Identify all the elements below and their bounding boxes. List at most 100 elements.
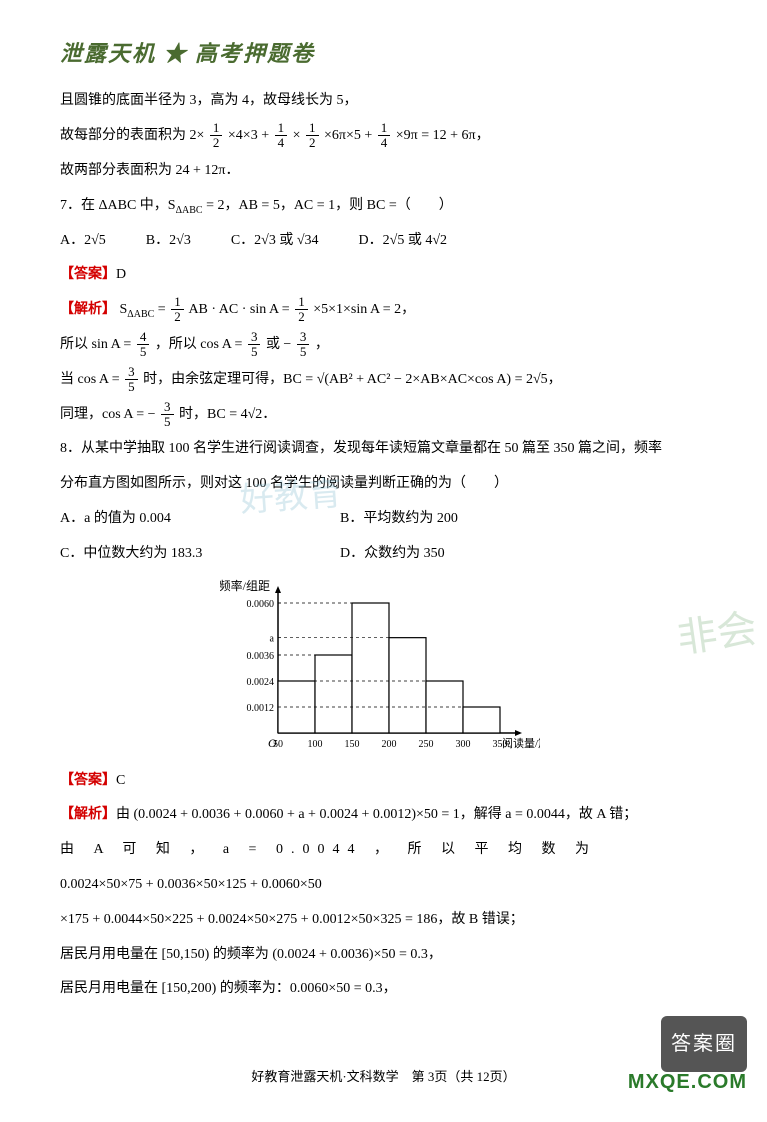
t: 当 cos A = <box>60 372 123 387</box>
frac-1-2d: 12 <box>295 295 308 325</box>
d: 5 <box>161 415 174 429</box>
histogram-svg: 频率/组距0.00120.00240.0036a0.00605010015020… <box>220 578 540 758</box>
frac-1-2b: 12 <box>306 121 319 151</box>
q7-opt-a: A．2√5 <box>60 226 106 257</box>
q8-opt-b: B．平均数约为 200 <box>340 504 458 535</box>
t: 所以 sin A = <box>60 337 135 352</box>
header-text: 泄露天机 ★ 高考押题卷 <box>60 41 315 66</box>
svg-text:0.0012: 0.0012 <box>247 703 275 714</box>
q8-explain-b1: 由 A 可 知 ， a = 0.0044 ， 所 以 平 均 数 为 <box>60 835 707 866</box>
svg-text:O: O <box>268 736 277 750</box>
sub: ΔABC <box>176 205 203 216</box>
t: ×4×3 + <box>228 128 273 143</box>
n: 1 <box>210 121 223 136</box>
d: 2 <box>171 310 184 324</box>
n: 1 <box>378 121 391 136</box>
q7-opt-d: D．2√5 或 4√2 <box>359 226 447 257</box>
t: 时，由余弦定理可得，BC = √(AB² + AC² − 2×AB×AC×cos… <box>143 372 562 387</box>
q8-explain-a: 【解析】由 (0.0024 + 0.0036 + 0.0060 + a + 0.… <box>60 800 707 831</box>
svg-text:频率/组距: 频率/组距 <box>220 578 270 593</box>
t: ， <box>315 337 329 352</box>
svg-text:0.0024: 0.0024 <box>247 677 275 688</box>
t: ，所以 cos A = <box>155 337 246 352</box>
d: 5 <box>297 345 310 359</box>
cone-line-2: 故每部分的表面积为 2× 12 ×4×3 + 14 × 12 ×6π×5 + 1… <box>60 121 707 152</box>
svg-text:0.0060: 0.0060 <box>247 599 275 610</box>
t: 故每部分的表面积为 2× <box>60 128 204 143</box>
header-banner: 泄露天机 ★ 高考押题卷 <box>60 30 707 78</box>
n: 4 <box>137 330 150 345</box>
site-watermark: MXQE.COM <box>628 1060 747 1104</box>
d: 2 <box>210 136 223 150</box>
q7-opt-c: C．2√3 或 √34 <box>231 226 319 257</box>
svg-text:100: 100 <box>308 739 323 750</box>
n: 1 <box>306 121 319 136</box>
frac-1-4b: 14 <box>378 121 391 151</box>
frac-3-5a: 35 <box>248 330 261 360</box>
q8-stem-1: 8．从某中学抽取 100 名学生进行阅读调查，发现每年读短篇文章量都在 50 篇… <box>60 434 707 465</box>
svg-text:阅读量/篇: 阅读量/篇 <box>502 736 540 750</box>
ans: C <box>116 773 125 788</box>
svg-text:150: 150 <box>345 739 360 750</box>
n: 1 <box>275 121 288 136</box>
q8-explain-b3: ×175 + 0.0044×50×225 + 0.0024×50×275 + 0… <box>60 905 707 936</box>
frac-4-5: 45 <box>137 330 150 360</box>
q7-stem: 7．在 ΔABC 中，SΔABC = 2，AB = 5，AC = 1，则 BC … <box>60 191 707 222</box>
t: 同理，cos A = − <box>60 407 156 422</box>
t: ×6π×5 + <box>324 128 376 143</box>
histogram-chart: 频率/组距0.00120.00240.0036a0.00605010015020… <box>220 578 540 758</box>
q8-explain-b2: 0.0024×50×75 + 0.0036×50×125 + 0.0060×50 <box>60 870 707 901</box>
d: 5 <box>125 380 138 394</box>
cone-line-1: 且圆锥的底面半径为 3，高为 4，故母线长为 5， <box>60 86 707 117</box>
svg-text:0.0036: 0.0036 <box>247 651 275 662</box>
d: 2 <box>295 310 308 324</box>
t: 时，BC = 4√2． <box>179 407 276 422</box>
cone-line-3: 故两部分表面积为 24 + 12π． <box>60 156 707 187</box>
t: ×5×1×sin A = 2， <box>313 302 415 317</box>
t: = 2，AB = 5，AC = 1，则 BC =（ ） <box>203 198 453 213</box>
frac-3-5d: 35 <box>161 400 174 430</box>
q8-explain-c: 居民月用电量在 [50,150) 的频率为 (0.0024 + 0.0036)×… <box>60 940 707 971</box>
watermark-right: 非会 <box>671 585 762 683</box>
q8-opt-d: D．众数约为 350 <box>340 539 445 570</box>
q7-opt-b: B．2√3 <box>146 226 191 257</box>
svg-text:250: 250 <box>419 739 434 750</box>
q8-options-row2: C．中位数大约为 183.3 D．众数约为 350 <box>60 539 707 570</box>
d: 4 <box>378 136 391 150</box>
d: 5 <box>137 345 150 359</box>
q8-opt-c: C．中位数大约为 183.3 <box>60 539 340 570</box>
frac-1-2c: 12 <box>171 295 184 325</box>
t: = <box>154 302 169 317</box>
t: ×9π = 12 + 6π， <box>396 128 490 143</box>
q8-stem-2: 分布直方图如图所示，则对这 100 名学生的阅读量判断正确的为（ ） <box>60 469 707 500</box>
frac-1-2: 12 <box>210 121 223 151</box>
sub: ΔABC <box>127 309 154 320</box>
answer-label: 【答案】 <box>60 773 116 788</box>
frac-3-5c: 35 <box>125 365 138 395</box>
q8-answer: 【答案】C <box>60 766 707 797</box>
q7-options: A．2√5 B．2√3 C．2√3 或 √34 D．2√5 或 4√2 <box>60 226 707 257</box>
frac-3-5b: 35 <box>297 330 310 360</box>
frac-1-4: 14 <box>275 121 288 151</box>
n: 3 <box>161 400 174 415</box>
t: 由 (0.0024 + 0.0036 + 0.0060 + a + 0.0024… <box>116 807 637 822</box>
ans: D <box>116 267 126 282</box>
q7-answer: 【答案】D <box>60 260 707 291</box>
svg-text:300: 300 <box>456 739 471 750</box>
t: AB · AC · sin A = <box>188 302 293 317</box>
svg-text:200: 200 <box>382 739 397 750</box>
n: 1 <box>295 295 308 310</box>
q8-options-row1: A．a 的值为 0.004 B．平均数约为 200 <box>60 504 707 535</box>
d: 5 <box>248 345 261 359</box>
n: 3 <box>125 365 138 380</box>
t: 7．在 ΔABC 中，S <box>60 198 176 213</box>
n: 3 <box>248 330 261 345</box>
q7-explain-2: 所以 sin A = 45 ，所以 cos A = 35 或 − 35 ， <box>60 330 707 361</box>
t: 或 − <box>266 337 291 352</box>
explain-label: 【解析】 <box>60 302 116 317</box>
q7-explain-3: 当 cos A = 35 时，由余弦定理可得，BC = √(AB² + AC² … <box>60 365 707 396</box>
d: 4 <box>275 136 288 150</box>
n: 3 <box>297 330 310 345</box>
svg-text:a: a <box>270 633 275 644</box>
t: × <box>293 128 301 143</box>
